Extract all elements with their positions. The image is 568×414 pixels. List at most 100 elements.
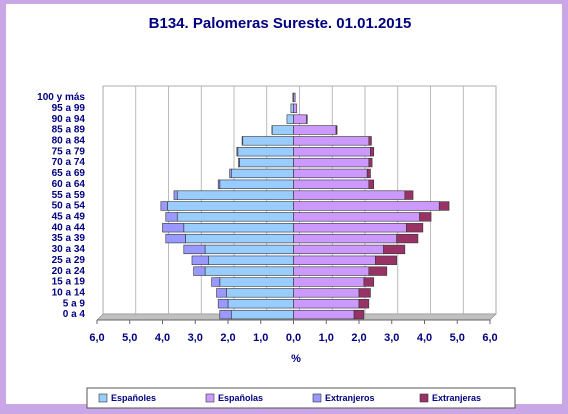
bar [216,288,227,298]
bar [293,233,397,244]
bar [293,244,384,255]
bar [230,168,294,179]
bar [293,125,337,135]
y-tick-label: 65 a 69 [52,168,86,179]
x-tick-label: 4,0 [417,332,432,344]
y-tick-label: 45 a 49 [52,211,86,222]
bar [286,114,294,124]
y-tick-label: 55 a 59 [52,190,86,201]
x-tick-label: 6,0 [482,332,497,344]
x-tick-label: 5,0 [122,332,137,344]
bar [335,125,338,135]
bar [363,277,375,287]
bar [366,168,371,179]
bar [293,190,406,200]
y-tick-label: 30 a 34 [52,244,86,255]
bar [293,255,376,265]
bar [217,179,221,189]
legend-swatch [312,393,322,403]
bar [193,266,206,276]
y-tick-label: 100 y más [37,92,85,103]
x-tick-label: 2,0 [220,332,235,344]
bar [293,168,368,179]
bar [204,244,294,255]
bar [219,309,232,320]
bar [293,157,370,168]
bar [375,255,397,265]
bar [239,157,294,168]
chart-title: B134. Palomeras Sureste. 01.01.2015 [149,15,412,32]
y-tick-label: 40 a 44 [52,222,86,233]
bar [396,233,419,244]
x-tick-label: 3,0 [384,332,399,344]
legend-label: Españolas [218,393,263,403]
bar [183,223,294,233]
bar [293,299,360,309]
x-tick-label: 0,0 [286,332,301,344]
bar [358,288,371,298]
bar [173,190,178,200]
y-tick-label: 95 a 99 [52,103,86,114]
x-axis-label: % [291,353,301,365]
bar [241,136,244,146]
x-tick-label: 5,0 [450,332,465,344]
x-tick-label: 6,0 [89,332,104,344]
bar [230,309,294,320]
y-tick-label: 90 a 94 [52,114,86,125]
bar [370,147,375,157]
x-tick-label: 3,0 [188,332,203,344]
bar [219,277,294,287]
bar [368,266,388,276]
bar [368,179,375,189]
bar [353,309,365,320]
x-tick-label: 1,0 [319,332,334,344]
y-tick-label: 15 a 19 [52,277,86,288]
y-tick-label: 75 a 79 [52,146,86,157]
bar [204,266,294,276]
bar [438,201,450,211]
legend-label: Extranjeras [432,393,481,403]
bar [293,288,360,298]
y-tick-label: 5 a 9 [63,298,86,309]
bar [165,233,186,244]
bar [293,277,365,287]
bar [358,299,370,309]
y-tick-label: 0 a 4 [63,309,86,320]
bar [293,201,440,211]
x-tick-label: 4,0 [155,332,170,344]
x-tick-label: 1,0 [253,332,268,344]
bar [238,157,240,168]
bar [165,212,178,222]
legend-swatch [98,393,108,403]
y-tick-label: 50 a 54 [52,201,86,212]
y-tick-label: 35 a 39 [52,233,86,244]
y-tick-label: 20 a 24 [52,266,86,277]
bar [226,288,294,298]
bar [406,223,424,233]
bar [160,201,168,211]
bar [229,168,232,179]
bar [191,255,209,265]
bar [293,266,370,276]
y-tick-label: 10 a 14 [52,287,86,298]
bar [176,190,294,200]
y-tick-label: 70 a 74 [52,157,86,168]
bar [176,212,294,222]
y-tick-label: 25 a 29 [52,255,86,266]
y-tick-label: 60 a 64 [52,179,86,190]
bar [293,212,420,222]
bar [293,114,307,124]
legend-label: Españoles [111,393,156,403]
bar [167,201,294,211]
bar [293,147,371,157]
bar [271,125,294,135]
bar [404,190,414,200]
legend-label: Extranjeros [325,393,375,403]
bar [227,299,294,309]
bar [236,147,239,157]
bar [293,309,355,320]
legend-swatch [419,393,429,403]
bar [183,244,206,255]
x-tick-label: 2,0 [351,332,366,344]
bar [217,299,229,309]
